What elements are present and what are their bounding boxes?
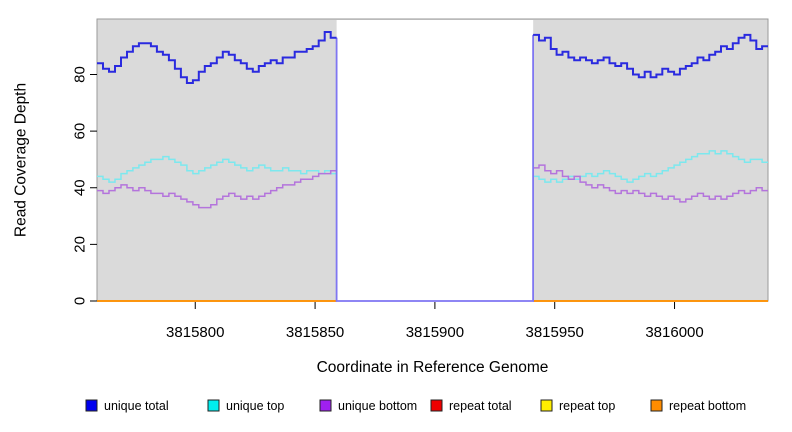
legend-label-unique-top: unique top	[226, 399, 284, 413]
legend-swatch-unique-bottom	[319, 399, 332, 412]
x-axis-tick-label: 3816000	[645, 324, 703, 341]
legend-label-unique-bottom: unique bottom	[338, 399, 417, 413]
legend-swatch-repeat-top	[540, 399, 553, 412]
legend-swatch-unique-top	[207, 399, 220, 412]
series-line-unique-top	[97, 155, 337, 183]
legend-label-repeat-bottom: repeat bottom	[669, 399, 746, 413]
series-line-unique-top	[533, 150, 768, 183]
x-axis-title: Coordinate in Reference Genome	[317, 359, 549, 376]
legend-swatch-repeat-total	[430, 399, 443, 412]
x-axis-tick-label: 3815900	[406, 324, 464, 341]
series-line-unique-bottom	[533, 164, 768, 203]
gap-zero-connector-line	[335, 34, 534, 302]
series-line-unique-bottom	[97, 170, 337, 209]
legend-swatch-repeat-bottom	[650, 399, 663, 412]
legend-label-unique-total: unique total	[104, 399, 169, 413]
legend-label-repeat-top: repeat top	[559, 399, 615, 413]
series-line-unique-total	[97, 31, 337, 84]
y-axis-title: Read Coverage Depth	[12, 83, 29, 237]
x-axis-tick-label: 3815950	[526, 324, 584, 341]
y-axis-tick-label: 0	[71, 297, 88, 305]
x-axis-tick-label: 3815850	[286, 324, 344, 341]
y-axis-tick-label: 40	[71, 179, 88, 196]
coverage-gap-region	[336, 20, 534, 301]
y-axis-tick-label: 80	[71, 66, 88, 83]
legend-label-repeat-total: repeat total	[449, 399, 512, 413]
series-line-unique-total	[533, 33, 768, 79]
x-axis-tick-label: 3815800	[166, 324, 224, 341]
y-axis-tick-label: 60	[71, 123, 88, 140]
y-axis-tick-label: 20	[71, 236, 88, 253]
legend-swatch-unique-total	[85, 399, 98, 412]
